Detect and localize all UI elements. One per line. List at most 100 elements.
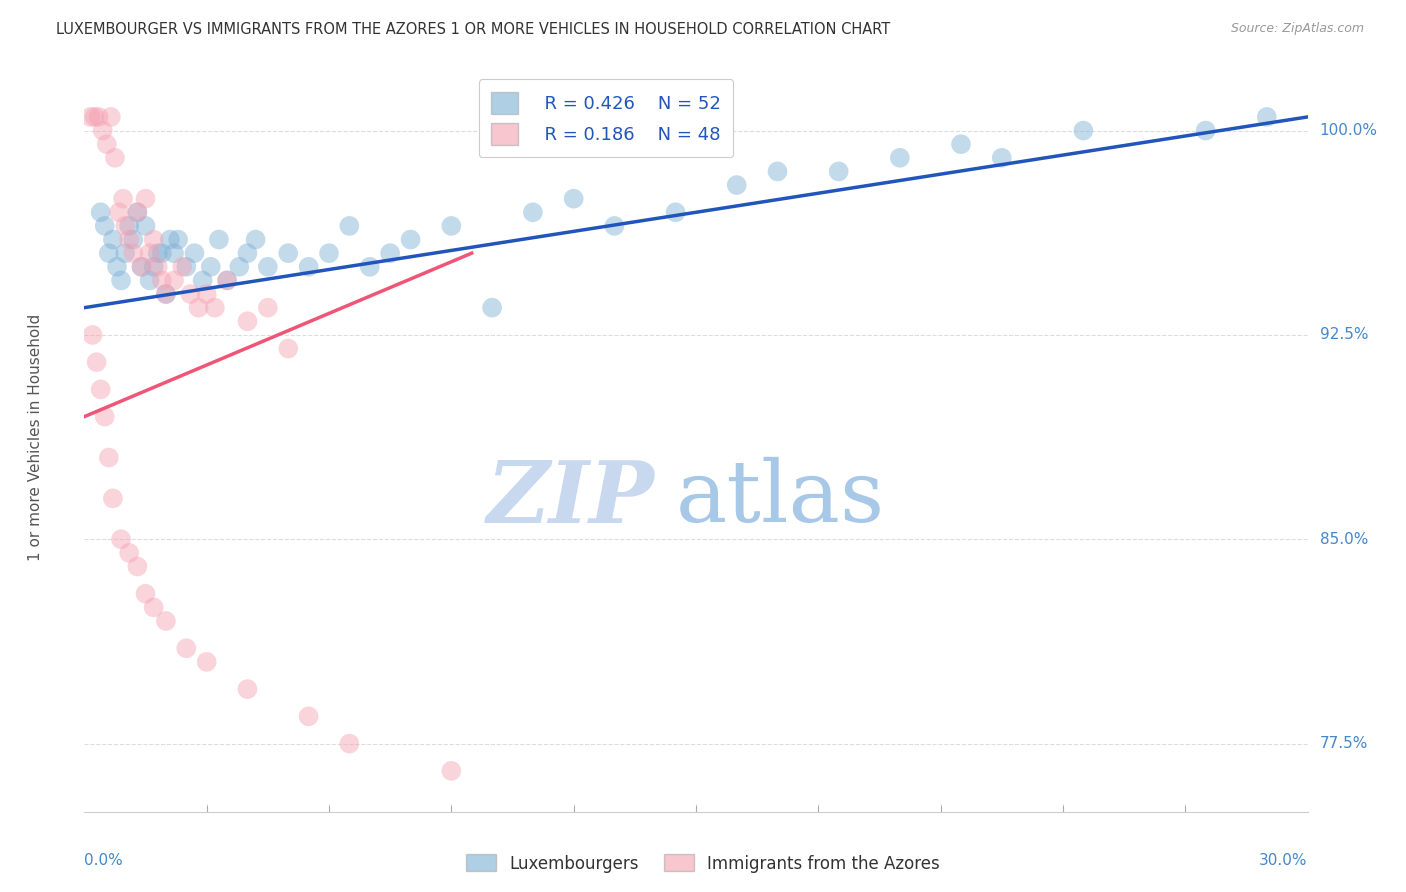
Point [828, 164, 851, 178]
Point [108, 205, 131, 219]
Point [114, 219, 136, 233]
Text: 1 or more Vehicles in Household: 1 or more Vehicles in Household [28, 313, 44, 561]
Point [86, 355, 108, 369]
Text: 77.5%: 77.5% [1320, 736, 1368, 751]
Text: ZIP: ZIP [488, 457, 655, 541]
Point [163, 246, 186, 260]
Point [298, 260, 321, 274]
Point [1256, 110, 1278, 124]
Point [277, 246, 299, 260]
Point [174, 641, 197, 656]
Point [101, 491, 124, 506]
Point [217, 273, 239, 287]
Text: LUXEMBOURGER VS IMMIGRANTS FROM THE AZORES 1 OR MORE VEHICLES IN HOUSEHOLD CORRE: LUXEMBOURGER VS IMMIGRANTS FROM THE AZOR… [56, 22, 890, 37]
Point [991, 151, 1014, 165]
Point [122, 246, 145, 260]
Point [163, 273, 186, 287]
Point [131, 260, 153, 274]
Point [481, 301, 503, 315]
Point [245, 233, 267, 247]
Point [112, 192, 135, 206]
Point [172, 260, 194, 274]
Point [236, 682, 259, 697]
Point [90, 205, 112, 219]
Point [142, 600, 165, 615]
Point [236, 314, 259, 328]
Point [277, 342, 299, 356]
Point [146, 260, 169, 274]
Point [204, 301, 226, 315]
Point [131, 260, 153, 274]
Point [150, 273, 173, 287]
Point [159, 233, 181, 247]
Point [440, 219, 463, 233]
Legend: Luxembourgers, Immigrants from the Azores: Luxembourgers, Immigrants from the Azore… [460, 847, 946, 880]
Point [118, 219, 141, 233]
Point [191, 273, 214, 287]
Point [228, 260, 250, 274]
Point [236, 246, 259, 260]
Point [562, 192, 585, 206]
Text: 0.0%: 0.0% [84, 853, 124, 868]
Point [155, 614, 177, 628]
Point [1073, 123, 1095, 137]
Point [118, 546, 141, 560]
Point [195, 655, 218, 669]
Point [90, 383, 112, 397]
Point [127, 205, 149, 219]
Point [87, 110, 110, 124]
Point [725, 178, 748, 192]
Point [142, 260, 165, 274]
Point [318, 246, 340, 260]
Point [179, 287, 201, 301]
Point [399, 233, 422, 247]
Text: 30.0%: 30.0% [1260, 853, 1308, 868]
Point [100, 110, 122, 124]
Point [155, 287, 177, 301]
Point [91, 123, 114, 137]
Point [665, 205, 688, 219]
Point [257, 260, 280, 274]
Point [440, 764, 463, 778]
Point [135, 192, 157, 206]
Point [217, 273, 239, 287]
Point [200, 260, 222, 274]
Point [257, 301, 280, 315]
Point [114, 246, 136, 260]
Point [889, 151, 911, 165]
Point [766, 164, 789, 178]
Point [96, 137, 118, 152]
Point [195, 287, 218, 301]
Point [1195, 123, 1218, 137]
Point [339, 737, 361, 751]
Point [138, 273, 160, 287]
Text: 92.5%: 92.5% [1320, 327, 1368, 343]
Point [104, 151, 127, 165]
Text: Source: ZipAtlas.com: Source: ZipAtlas.com [1230, 22, 1364, 36]
Point [93, 409, 115, 424]
Point [110, 273, 132, 287]
Point [97, 246, 120, 260]
Point [105, 260, 128, 274]
Point [380, 246, 402, 260]
Legend:   R = 0.426    N = 52,   R = 0.186    N = 48: R = 0.426 N = 52, R = 0.186 N = 48 [478, 79, 734, 157]
Point [82, 327, 104, 342]
Point [97, 450, 120, 465]
Point [135, 219, 157, 233]
Point [950, 137, 973, 152]
Text: 85.0%: 85.0% [1320, 532, 1368, 547]
Point [146, 246, 169, 260]
Point [83, 110, 105, 124]
Text: atlas: atlas [676, 457, 884, 540]
Text: 100.0%: 100.0% [1320, 123, 1378, 138]
Point [142, 233, 165, 247]
Point [127, 205, 149, 219]
Point [127, 559, 149, 574]
Point [603, 219, 626, 233]
Point [183, 246, 205, 260]
Point [522, 205, 544, 219]
Point [79, 110, 101, 124]
Point [135, 587, 157, 601]
Point [298, 709, 321, 723]
Point [187, 301, 209, 315]
